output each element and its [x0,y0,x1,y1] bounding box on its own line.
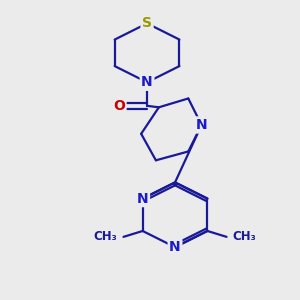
Text: CH₃: CH₃ [94,230,118,243]
Text: N: N [141,75,153,89]
Text: CH₃: CH₃ [232,230,256,243]
Text: N: N [137,192,148,206]
Text: S: S [142,16,152,30]
Text: O: O [113,99,125,113]
Text: N: N [196,118,207,132]
Text: N: N [169,240,181,254]
